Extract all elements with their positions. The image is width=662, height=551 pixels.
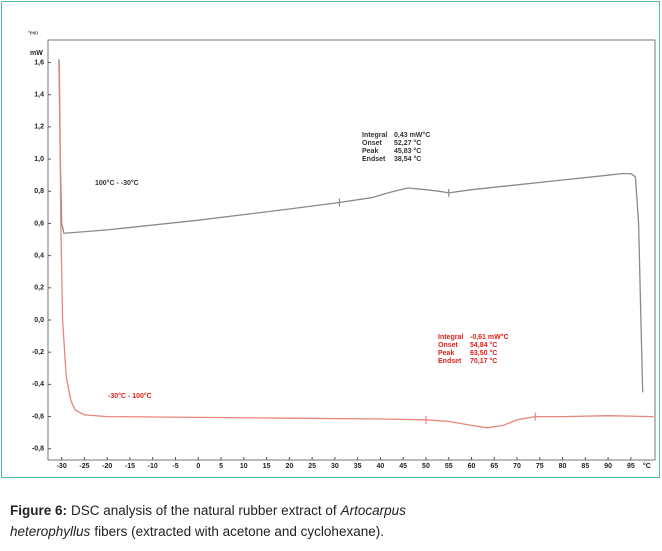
series-label: 100°C - -30°C bbox=[95, 179, 139, 187]
x-tick-label: 65 bbox=[490, 463, 498, 470]
figure-border bbox=[1, 1, 660, 478]
x-tick-label: 10 bbox=[240, 463, 248, 470]
x-tick-label: 20 bbox=[285, 463, 293, 470]
x-tick-label: 35 bbox=[354, 463, 362, 470]
x-tick-label: 60 bbox=[468, 463, 476, 470]
y-tick-label: -0,4 bbox=[32, 381, 44, 388]
curve bbox=[58, 62, 654, 429]
x-tick-label: 45 bbox=[399, 463, 407, 470]
caption-italic: heterophyllus bbox=[10, 524, 91, 539]
y-tick-label: -0,8 bbox=[32, 446, 44, 453]
curve bbox=[58, 59, 644, 393]
x-tick-label: -10 bbox=[148, 463, 158, 470]
y-tick-label: 1,2 bbox=[34, 124, 44, 131]
x-tick-label: 5 bbox=[219, 463, 223, 470]
series-label: -30°C - 100°C bbox=[108, 392, 152, 400]
x-tick-label: 85 bbox=[581, 463, 589, 470]
caption-line: heterophyllus fibers (extracted with acet… bbox=[10, 524, 384, 539]
annotation-text: 54,84 °C bbox=[470, 341, 497, 349]
annotation-text: Peak bbox=[362, 148, 378, 155]
y-tick-label: 0,2 bbox=[34, 285, 44, 292]
y-tick-label: -0,2 bbox=[32, 349, 44, 356]
caption-italic: Artocarpus bbox=[340, 503, 407, 518]
x-tick-label: 25 bbox=[308, 463, 316, 470]
annotation-text: Endset bbox=[362, 156, 386, 163]
x-tick-label: 0 bbox=[196, 463, 200, 470]
annotation-text: Onset bbox=[438, 342, 459, 349]
y-tick-label: 0,8 bbox=[34, 188, 44, 195]
x-tick-label: 55 bbox=[445, 463, 453, 470]
y-tick-label: 0,4 bbox=[34, 252, 44, 259]
caption-text: fibers (extracted with acetone and cyclo… bbox=[94, 524, 384, 539]
x-tick-label: 95 bbox=[627, 463, 635, 470]
annotation-text: Integral bbox=[362, 132, 387, 139]
y-unit: mW bbox=[30, 50, 43, 57]
annotation-text: 38,54 °C bbox=[394, 155, 421, 163]
annotation-text: Onset bbox=[362, 140, 383, 147]
x-tick-label: 40 bbox=[377, 463, 385, 470]
x-tick-label: 75 bbox=[536, 463, 544, 470]
y-tick-label: -0,6 bbox=[32, 413, 44, 420]
y-tick-label: 1,0 bbox=[34, 156, 44, 163]
x-tick-label: 50 bbox=[422, 463, 430, 470]
annotation-text: 63,50 °C bbox=[470, 349, 497, 357]
caption-line: Figure 6: DSC analysis of the natural rub… bbox=[10, 503, 406, 518]
caption-label: Figure 6: bbox=[10, 503, 67, 518]
plot-frame bbox=[47, 39, 656, 461]
caption-text: DSC analysis of the natural rubber extra… bbox=[71, 503, 337, 518]
x-tick-label: 90 bbox=[604, 463, 612, 470]
annotation-text: 0,43 mW°C bbox=[394, 131, 430, 139]
y-tick-label: 0,0 bbox=[34, 317, 44, 324]
annotation-text: Peak bbox=[438, 350, 454, 357]
x-tick-label: -20 bbox=[102, 463, 112, 470]
x-tick-label: 30 bbox=[331, 463, 339, 470]
annotation-text: 45,83 °C bbox=[394, 147, 421, 155]
exo-label: °exo bbox=[28, 30, 38, 36]
x-tick-label: -5 bbox=[172, 463, 178, 470]
x-tick-label: 80 bbox=[559, 463, 567, 470]
x-tick-label: 70 bbox=[513, 463, 521, 470]
annotation-text: -0,61 mW°C bbox=[470, 333, 509, 341]
x-tick-label: 15 bbox=[263, 463, 271, 470]
x-tick-label: -15 bbox=[125, 463, 135, 470]
annotation-text: Endset bbox=[438, 358, 462, 365]
annotation-text: Integral bbox=[438, 334, 463, 341]
annotation-text: 52,27 °C bbox=[394, 139, 421, 147]
y-tick-label: 1,6 bbox=[34, 59, 44, 66]
y-tick-label: 1,4 bbox=[34, 92, 44, 99]
annotation-text: 70,17 °C bbox=[470, 357, 497, 365]
x-unit: °C bbox=[643, 462, 651, 470]
y-tick-label: 0,6 bbox=[34, 220, 44, 227]
x-tick-label: -30 bbox=[57, 463, 67, 470]
x-tick-label: -25 bbox=[79, 463, 89, 470]
